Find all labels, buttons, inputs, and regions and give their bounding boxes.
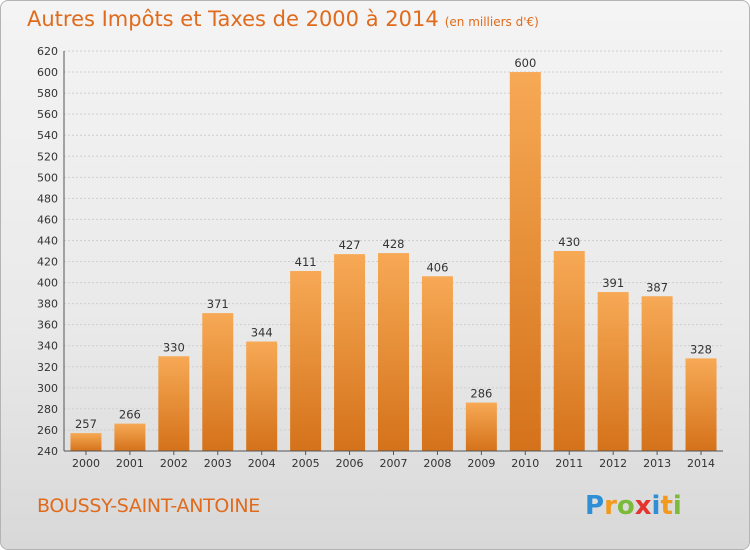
y-tick-label: 320 bbox=[37, 361, 58, 374]
y-tick-label: 260 bbox=[37, 424, 58, 437]
bar-2006 bbox=[334, 254, 366, 451]
x-tick-label-2009: 2009 bbox=[467, 457, 495, 470]
axes: 240 260 280 300 320 340 360 380 400 420 440 460 480 5… bbox=[37, 45, 723, 470]
value-label-2005: 411 bbox=[295, 255, 317, 269]
y-tick-label: 520 bbox=[37, 150, 58, 163]
bar-2008 bbox=[421, 276, 453, 451]
y-tick-label: 460 bbox=[37, 213, 58, 226]
value-label-2003: 371 bbox=[207, 297, 229, 311]
x-tick-label-2007: 2007 bbox=[380, 457, 408, 470]
chart-title: Autres Impôts et Taxes de 2000 à 2014 (en… bbox=[27, 7, 539, 31]
x-tick-label-2013: 2013 bbox=[643, 457, 671, 470]
x-tick-label-2010: 2010 bbox=[511, 457, 539, 470]
x-tick-label-2014: 2014 bbox=[687, 457, 715, 470]
x-tick-label-2000: 2000 bbox=[72, 457, 100, 470]
y-tick-label: 360 bbox=[37, 319, 58, 332]
value-label-2013: 387 bbox=[646, 280, 668, 294]
value-label-2009: 286 bbox=[470, 387, 492, 401]
logo-letter: i bbox=[651, 491, 661, 521]
x-tick-label-2008: 2008 bbox=[423, 457, 451, 470]
y-tick-label: 580 bbox=[37, 87, 58, 100]
logo-letter: r bbox=[604, 491, 617, 521]
y-tick-label: 540 bbox=[37, 129, 58, 142]
value-label-2011: 430 bbox=[558, 235, 580, 249]
commune-name: BOUSSY-SAINT-ANTOINE bbox=[37, 495, 261, 517]
y-tick-label: 480 bbox=[37, 192, 58, 205]
x-tick-label-2002: 2002 bbox=[160, 457, 188, 470]
bar-2003 bbox=[202, 313, 234, 451]
logo-letter: o bbox=[616, 491, 635, 521]
bar-2011 bbox=[553, 251, 585, 451]
y-tick-label: 240 bbox=[37, 445, 58, 458]
logo-letter: t bbox=[660, 491, 673, 521]
value-label-2007: 428 bbox=[383, 237, 405, 251]
logo-letter: P bbox=[585, 491, 605, 521]
y-tick-label: 600 bbox=[37, 66, 58, 79]
x-tick-label-2005: 2005 bbox=[292, 457, 320, 470]
bars: 257 266 330 371 344 411 427 428 406 286 600 430 391 3… bbox=[70, 56, 717, 451]
y-tick-label: 440 bbox=[37, 234, 58, 247]
bar-2012 bbox=[597, 292, 629, 451]
y-tick-label: 340 bbox=[37, 340, 58, 353]
x-tick-label-2011: 2011 bbox=[555, 457, 583, 470]
value-label-2008: 406 bbox=[426, 260, 448, 274]
value-label-2002: 330 bbox=[163, 340, 185, 354]
y-tick-label: 560 bbox=[37, 108, 58, 121]
value-label-2012: 391 bbox=[602, 276, 624, 290]
value-label-2006: 427 bbox=[339, 238, 361, 252]
bar-2010 bbox=[509, 72, 541, 451]
value-label-2014: 328 bbox=[690, 342, 712, 356]
x-tick-label-2001: 2001 bbox=[116, 457, 144, 470]
value-label-2001: 266 bbox=[119, 408, 141, 422]
bar-2001 bbox=[114, 423, 146, 451]
bar-2009 bbox=[465, 402, 497, 451]
bar-2007 bbox=[378, 253, 409, 451]
x-tick-label-2012: 2012 bbox=[599, 457, 627, 470]
value-label-2010: 600 bbox=[514, 56, 536, 70]
value-label-2004: 344 bbox=[251, 326, 273, 340]
x-tick-label-2004: 2004 bbox=[248, 457, 276, 470]
x-tick-label-2003: 2003 bbox=[204, 457, 232, 470]
bar-2013 bbox=[641, 296, 673, 451]
bar-2004 bbox=[246, 341, 278, 451]
y-tick-label: 380 bbox=[37, 298, 58, 311]
bar-2000 bbox=[70, 433, 102, 451]
y-tick-label: 300 bbox=[37, 382, 58, 395]
y-tick-label: 500 bbox=[37, 171, 58, 184]
chart-subtitle: (en milliers d'€) bbox=[444, 15, 539, 29]
y-tick-label: 400 bbox=[37, 277, 58, 290]
bar-2002 bbox=[158, 356, 190, 451]
x-tick-label-2006: 2006 bbox=[336, 457, 364, 470]
y-tick-label: 280 bbox=[37, 403, 58, 416]
y-tick-label: 420 bbox=[37, 256, 58, 269]
value-label-2000: 257 bbox=[75, 417, 97, 431]
logo-letter: x bbox=[634, 491, 652, 521]
logo-letter: i bbox=[672, 491, 682, 521]
proxiti-logo: Proxiti bbox=[585, 491, 682, 521]
y-tick-label: 620 bbox=[37, 45, 58, 58]
bar-2005 bbox=[290, 271, 322, 451]
bar-2014 bbox=[685, 358, 717, 451]
